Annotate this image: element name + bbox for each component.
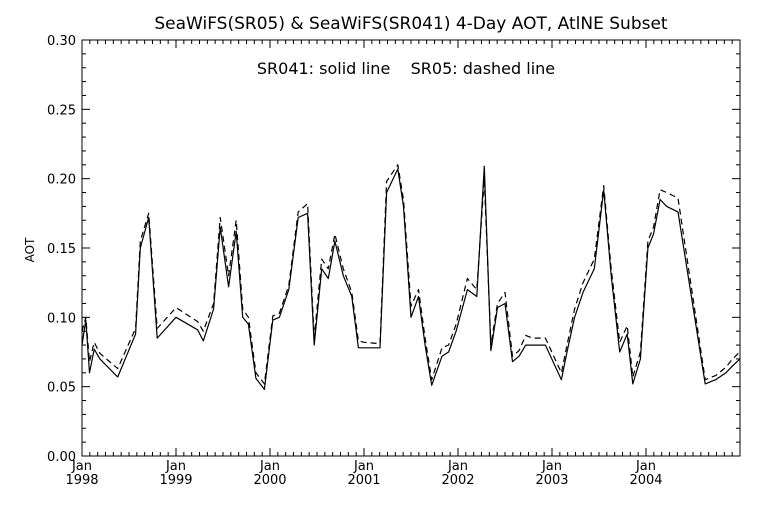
x-tick-month: Jan xyxy=(635,459,656,474)
y-tick-label: 0.10 xyxy=(47,311,76,326)
x-tick-year: 2000 xyxy=(253,473,286,488)
y-tick-label: 0.00 xyxy=(47,450,76,465)
y-tick-label: 0.20 xyxy=(47,173,76,188)
x-tick-month: Jan xyxy=(259,459,280,474)
x-tick-year: 1998 xyxy=(65,473,98,488)
x-tick-year: 2003 xyxy=(535,473,568,488)
x-axis: Jan1998Jan1999Jan2000Jan2001Jan2002Jan20… xyxy=(65,40,733,488)
x-tick-month: Jan xyxy=(447,459,468,474)
x-tick-year: 2004 xyxy=(629,473,662,488)
series-line-sr05 xyxy=(81,164,741,385)
chart-title: SeaWiFS(SR05) & SeaWiFS(SR041) 4-Day AOT… xyxy=(154,14,668,34)
legend-annotation: SR041: solid line SR05: dashed line xyxy=(257,59,555,78)
y-tick-label: 0.30 xyxy=(47,34,76,49)
y-tick-label: 0.05 xyxy=(47,381,76,396)
x-tick-month: Jan xyxy=(353,459,374,474)
y-tick-label: 0.25 xyxy=(47,103,76,118)
series-line-sr041 xyxy=(81,165,741,390)
y-axis-label: AOT xyxy=(23,237,37,262)
plot-frame xyxy=(81,39,741,457)
y-axis: 0.00 0.05 0.10 0.15 0.20 0.25 0.30 xyxy=(47,34,740,465)
x-tick-year: 2002 xyxy=(441,473,474,488)
x-tick-month: Jan xyxy=(165,459,186,474)
x-tick-year: 1999 xyxy=(159,473,192,488)
series-layer xyxy=(81,164,741,390)
y-tick-label: 0.15 xyxy=(47,242,76,257)
x-tick-month: Jan xyxy=(71,459,92,474)
x-tick-month: Jan xyxy=(541,459,562,474)
x-tick-year: 2001 xyxy=(347,473,380,488)
